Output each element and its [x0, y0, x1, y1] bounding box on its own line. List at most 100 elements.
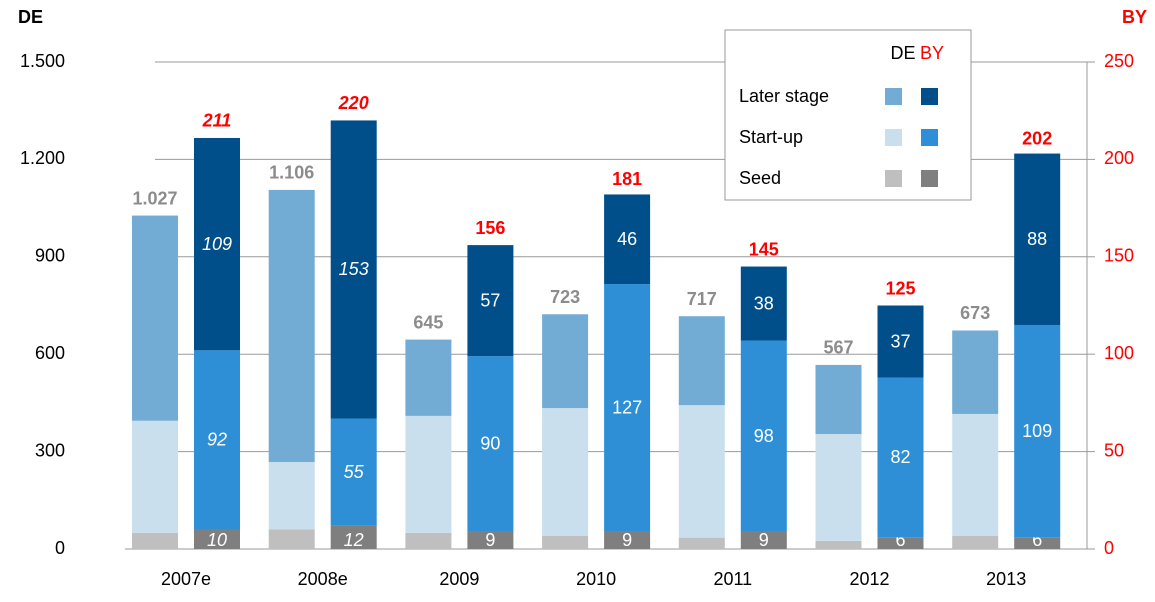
bar-segment	[330, 418, 377, 526]
x-tick-label: 2012	[849, 569, 889, 589]
total-label: 673	[960, 303, 990, 323]
y-tick-label: 300	[35, 440, 65, 460]
segment-label: 90	[480, 434, 500, 454]
legend-swatch	[885, 88, 902, 105]
bar-segment	[678, 405, 725, 538]
segment-label: 9	[759, 530, 769, 550]
segment-label: 92	[207, 430, 227, 450]
x-tick-label: 2013	[986, 569, 1026, 589]
bar-segment	[678, 316, 725, 406]
total-label: 1.027	[132, 188, 177, 208]
legend-swatch	[885, 170, 902, 187]
segment-label: 55	[344, 462, 365, 482]
legend-swatch	[921, 170, 938, 187]
total-label: 1.106	[269, 163, 314, 183]
bar-segment	[405, 532, 452, 549]
bar-segment	[952, 330, 999, 414]
legend-label: Start-up	[739, 127, 803, 147]
legend-label: Seed	[739, 168, 781, 188]
bar-segment	[268, 529, 315, 549]
segment-label: 46	[617, 229, 637, 249]
bar-segment	[1014, 153, 1061, 325]
bar-segment	[132, 420, 178, 533]
bar-segment	[405, 339, 452, 416]
bar-segment	[604, 194, 651, 285]
segment-label: 109	[1022, 421, 1052, 441]
bar-segment	[604, 531, 651, 549]
bar-segment	[132, 215, 178, 421]
y2-tick-label: 0	[1104, 538, 1114, 558]
total-label: 145	[749, 239, 779, 259]
bar-segment	[542, 314, 589, 409]
total-label: 156	[475, 218, 505, 238]
bar-segment	[1014, 537, 1061, 549]
total-label: 181	[612, 169, 642, 189]
bar-segment	[467, 531, 514, 549]
legend-swatch	[885, 129, 902, 146]
bar-segment	[952, 413, 999, 537]
bar-segment	[952, 536, 999, 549]
bar-segment	[467, 245, 514, 357]
bar-segment	[740, 531, 787, 549]
segment-label: 9	[485, 530, 495, 550]
segment-label: 127	[612, 398, 642, 418]
bar-segment	[1014, 324, 1061, 538]
segment-label: 10	[207, 530, 227, 550]
bar-segment	[330, 120, 377, 419]
y-tick-label: 1.200	[20, 148, 65, 168]
segment-label: 9	[622, 530, 632, 550]
segment-label: 82	[890, 447, 910, 467]
bar-segment	[268, 189, 315, 462]
x-tick-label: 2007e	[161, 569, 211, 589]
bar-segment	[678, 537, 725, 549]
segment-label: 109	[202, 234, 232, 254]
segment-label: 12	[344, 530, 364, 550]
y-axis-label: DE	[18, 7, 43, 27]
total-label: 211	[202, 111, 232, 131]
y2-tick-label: 50	[1104, 440, 1124, 460]
bar-segment	[194, 137, 240, 351]
bar-segment	[877, 537, 924, 549]
y2-tick-label: 100	[1104, 343, 1134, 363]
segment-label: 6	[1032, 530, 1042, 550]
bar-segment	[877, 377, 924, 538]
legend-header: BY	[920, 43, 944, 63]
y2-axis-label: BY	[1122, 7, 1147, 27]
legend-swatch	[921, 88, 938, 105]
bar-segment	[330, 525, 377, 549]
bar-segment	[194, 529, 240, 549]
segment-label: 88	[1027, 229, 1047, 249]
bar-segment	[542, 536, 589, 549]
x-tick-label: 2009	[439, 569, 479, 589]
y-tick-label: 600	[35, 343, 65, 363]
legend-header: DE	[890, 43, 915, 63]
bar-segment	[194, 350, 240, 530]
y-tick-label: 0	[55, 538, 65, 558]
legend-swatch	[921, 129, 938, 146]
bar-segment	[815, 364, 862, 435]
x-tick-label: 2010	[576, 569, 616, 589]
bar-segment	[132, 532, 178, 549]
total-label: 202	[1022, 128, 1052, 148]
bar-segment	[604, 284, 651, 532]
y-tick-label: 900	[35, 246, 65, 266]
bar-segment	[268, 461, 315, 530]
bar-segment	[467, 356, 514, 532]
bar-segment	[815, 434, 862, 541]
x-tick-label: 2008e	[298, 569, 348, 589]
total-label: 717	[687, 289, 717, 309]
total-label: 567	[823, 338, 853, 358]
segment-label: 37	[890, 331, 910, 351]
segment-label: 38	[754, 293, 774, 313]
y2-tick-label: 250	[1104, 51, 1134, 71]
y2-tick-label: 150	[1104, 246, 1134, 266]
legend-label: Later stage	[739, 86, 829, 106]
bar-segment	[740, 266, 787, 341]
y2-tick-label: 200	[1104, 148, 1134, 168]
total-label: 645	[413, 312, 443, 332]
segment-label: 98	[754, 426, 774, 446]
y-tick-label: 1.500	[20, 51, 65, 71]
bar-segment	[740, 340, 787, 532]
x-tick-label: 2011	[713, 569, 752, 589]
